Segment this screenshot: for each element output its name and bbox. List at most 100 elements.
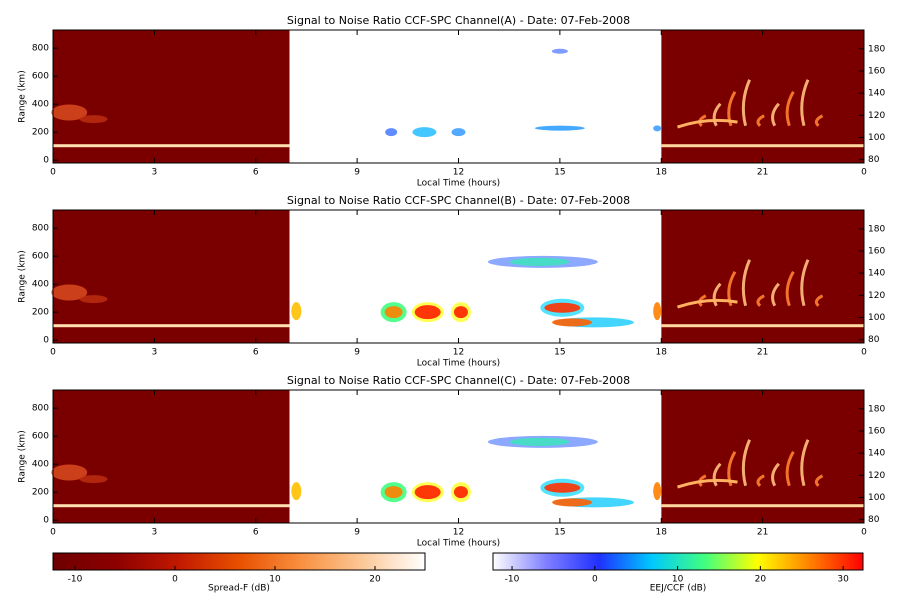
echo — [291, 482, 302, 501]
night-background — [661, 30, 864, 163]
y-tick-label: 600 — [32, 72, 49, 82]
night-background — [661, 210, 864, 343]
echo — [51, 104, 88, 121]
echo — [534, 125, 585, 131]
plume-streak — [785, 90, 795, 127]
plume-streak — [741, 79, 751, 127]
plume-streak — [676, 298, 738, 309]
x-tick-label: 6 — [253, 528, 259, 538]
y2-tick-label: 180 — [868, 224, 885, 234]
colorbar-tick-label: 20 — [369, 575, 381, 585]
x-tick-label: 3 — [152, 168, 158, 178]
y-axis-label: Range (km) — [18, 70, 28, 122]
night-background — [53, 390, 290, 523]
x-tick-label: 12 — [453, 528, 464, 538]
echo — [552, 318, 593, 327]
panel-title: Signal to Noise Ratio CCF-SPC Channel(C)… — [287, 374, 630, 387]
y-tick-label: 0 — [43, 336, 49, 346]
x-tick-label: 0 — [50, 528, 56, 538]
y-tick-label: 600 — [32, 252, 49, 262]
plume-streak — [771, 462, 780, 487]
y-tick-label: 0 — [43, 156, 49, 166]
echo-layer — [661, 324, 864, 328]
y-tick-label: 400 — [32, 280, 49, 290]
y2-tick-label: 80 — [868, 515, 880, 525]
plume-streak — [727, 270, 737, 307]
echo — [384, 306, 403, 319]
echo — [79, 115, 108, 124]
x-tick-label: 12 — [453, 168, 464, 178]
y-axis-label: Range (km) — [18, 250, 28, 302]
echo — [451, 128, 466, 137]
plume-streak — [771, 282, 780, 307]
echo-layer — [661, 144, 864, 148]
plume-streak — [676, 118, 738, 129]
echo — [51, 464, 88, 481]
y2-tick-label: 100 — [868, 313, 885, 323]
y2-tick-label: 160 — [868, 427, 885, 437]
x-tick-label: 0 — [861, 528, 867, 538]
y-tick-label: 600 — [32, 432, 49, 442]
y-tick-label: 0 — [43, 516, 49, 526]
plume-streak — [814, 114, 824, 127]
echo-layer — [53, 324, 290, 328]
x-tick-label: 21 — [757, 168, 768, 178]
echo — [544, 482, 581, 493]
plume-streak — [814, 474, 824, 487]
y2-tick-label: 140 — [868, 449, 885, 459]
y2-tick-label: 80 — [868, 155, 880, 165]
plume-streak — [676, 478, 738, 489]
colorbar — [52, 552, 426, 571]
night-background — [661, 390, 864, 523]
plume-streak — [785, 270, 795, 307]
echo-layer — [53, 144, 290, 148]
y2-tick-label: 160 — [868, 247, 885, 257]
echo — [79, 295, 108, 304]
x-tick-label: 6 — [253, 168, 259, 178]
day-background — [289, 30, 662, 163]
plume-streak — [800, 259, 810, 307]
plume-streak — [785, 450, 795, 487]
x-tick-label: 18 — [656, 168, 668, 178]
plume-streak — [756, 114, 765, 127]
echo — [384, 486, 403, 499]
x-axis-label: Local Time (hours) — [417, 539, 500, 549]
y-tick-label: 200 — [32, 128, 49, 138]
y-tick-label: 800 — [32, 44, 49, 54]
x-tick-label: 3 — [152, 528, 158, 538]
colorbar-tick-label: -10 — [505, 575, 520, 585]
y2-tick-label: 140 — [868, 89, 885, 99]
y-tick-label: 400 — [32, 460, 49, 470]
y-tick-label: 200 — [32, 308, 49, 318]
colorbar-tick-label: 0 — [172, 575, 178, 585]
x-axis-label: Local Time (hours) — [417, 359, 500, 369]
x-tick-label: 9 — [354, 348, 360, 358]
night-background — [53, 30, 290, 163]
x-tick-label: 21 — [757, 528, 768, 538]
y2-tick-label: 80 — [868, 335, 880, 345]
plume-streak — [741, 439, 751, 487]
x-tick-label: 3 — [152, 348, 158, 358]
echo — [509, 257, 570, 266]
plume-streak — [800, 79, 810, 127]
plume-streak — [712, 102, 722, 127]
echo — [544, 302, 581, 313]
y2-tick-label: 160 — [868, 67, 885, 77]
x-tick-label: 0 — [861, 348, 867, 358]
echo — [291, 302, 302, 321]
y-tick-label: 800 — [32, 224, 49, 234]
echo-layer — [661, 504, 864, 508]
x-tick-label: 0 — [50, 348, 56, 358]
plume-streak — [800, 439, 810, 487]
echo — [552, 498, 593, 507]
plume-streak — [741, 259, 751, 307]
echo — [414, 305, 441, 320]
y2-tick-label: 180 — [868, 44, 885, 54]
y2-tick-label: 120 — [868, 291, 885, 301]
colorbar-label: Spread-F (dB) — [208, 584, 270, 594]
echo — [51, 284, 88, 301]
x-tick-label: 21 — [757, 348, 768, 358]
echo — [79, 475, 108, 484]
panel-title: Signal to Noise Ratio CCF-SPC Channel(A)… — [287, 14, 630, 27]
